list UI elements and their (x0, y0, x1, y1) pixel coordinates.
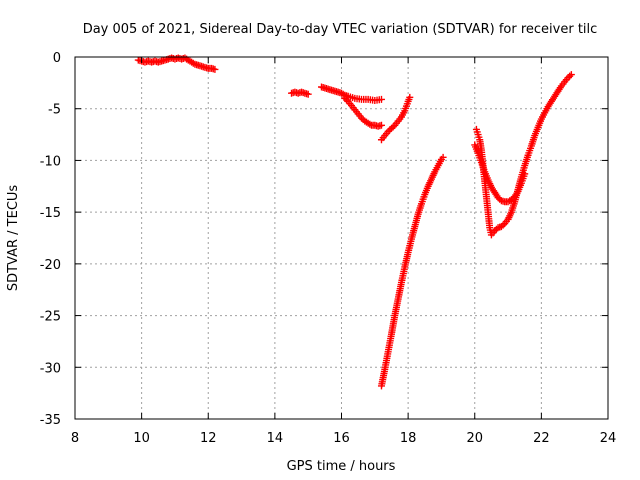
x-tick-label: 14 (267, 431, 284, 446)
y-tick-label: -10 (40, 154, 61, 169)
grid-lines (75, 57, 608, 419)
data-point-plus (211, 65, 219, 73)
x-tick-label: 16 (333, 431, 350, 446)
data-point-plus (521, 170, 529, 178)
data-point-plus (566, 72, 574, 80)
x-tick-label: 22 (533, 431, 550, 446)
y-tick-label: -5 (48, 103, 61, 118)
y-tick-label: -20 (40, 258, 61, 273)
data-point-plus (567, 71, 575, 79)
chart-title: Day 005 of 2021, Sidereal Day-to-day VTE… (83, 22, 598, 37)
x-tick-label: 20 (466, 431, 483, 446)
data-point-plus (304, 90, 312, 98)
x-tick-label: 24 (600, 431, 617, 446)
data-points (134, 54, 575, 390)
y-tick-label: 0 (53, 51, 61, 66)
data-point-plus (439, 153, 447, 161)
y-axis-label: SDTVAR / TECUs (6, 185, 21, 292)
data-point-plus (406, 93, 414, 101)
y-tick-label: -25 (40, 310, 61, 325)
data-point-plus (377, 121, 385, 129)
x-tick-label: 8 (71, 431, 79, 446)
x-tick-label: 12 (200, 431, 217, 446)
y-tick-label: -35 (40, 413, 61, 428)
x-axis-label: GPS time / hours (287, 459, 396, 474)
data-point-plus (377, 95, 385, 103)
axis-ticks: 8 10 12 14 16 18 20 22 24 0 -5 -10 -15 -20 -25 -30 -35 (40, 51, 617, 446)
x-tick-label: 18 (400, 431, 417, 446)
x-tick-label: 10 (133, 431, 150, 446)
y-tick-label: -30 (40, 361, 61, 376)
y-tick-label: -15 (40, 206, 61, 221)
